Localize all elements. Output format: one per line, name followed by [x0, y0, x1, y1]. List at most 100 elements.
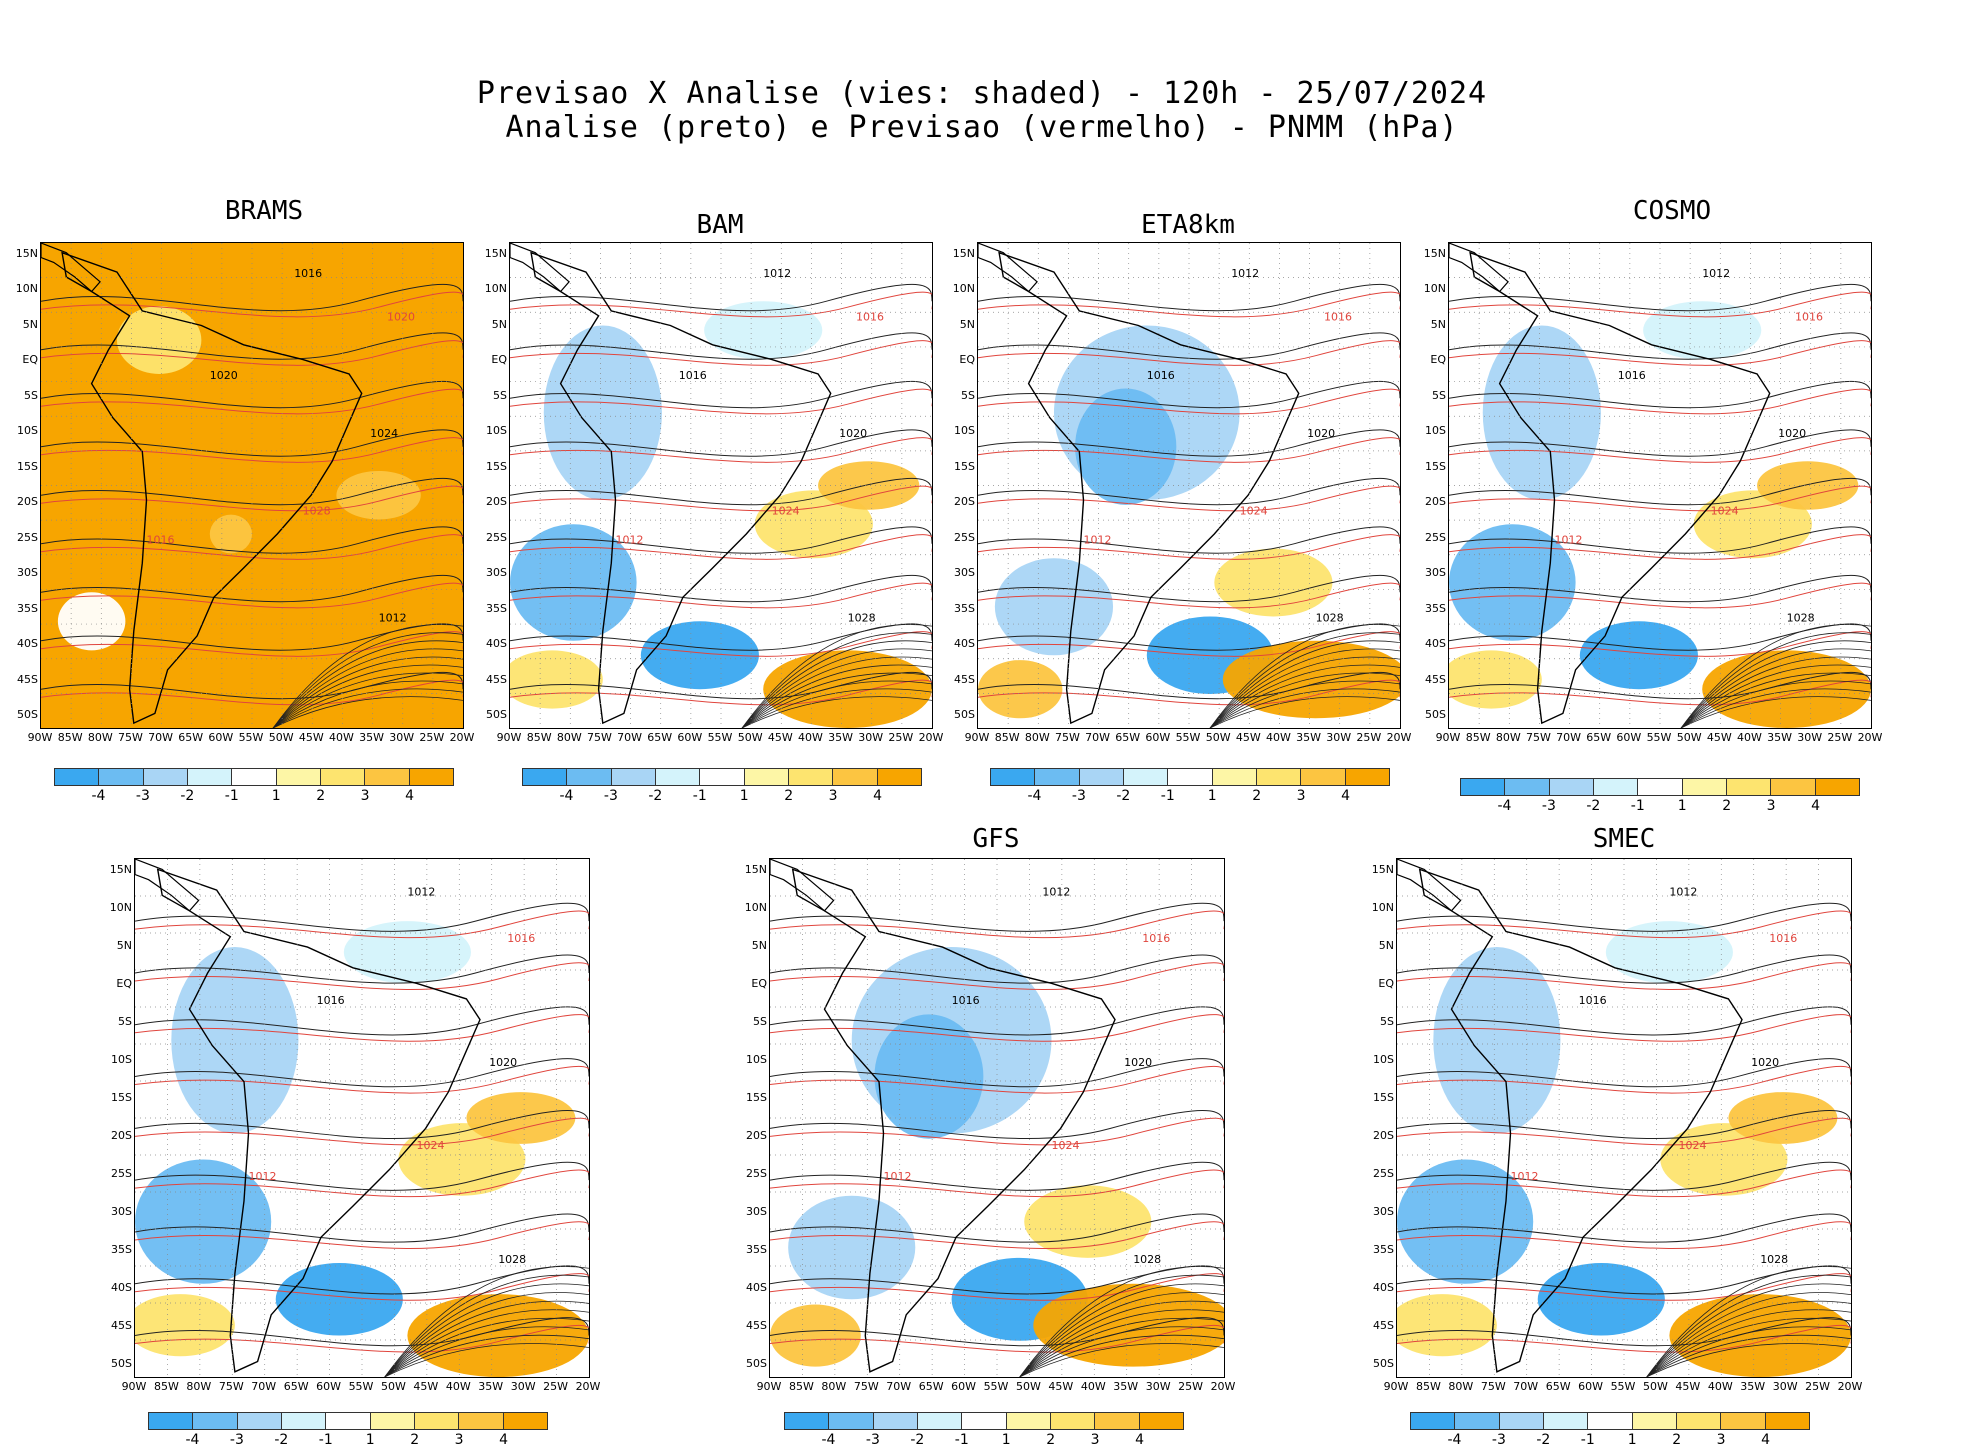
- analysis-isobar: [510, 380, 932, 409]
- lon-tick-label: 85W: [1415, 1380, 1441, 1393]
- colorbar-label: 4: [1135, 1432, 1144, 1448]
- analysis-isobar: [978, 380, 1400, 409]
- colorbar-segment: [1460, 778, 1506, 796]
- lat-tick-label: 10N: [484, 282, 507, 296]
- bias-area: [640, 621, 759, 690]
- lat-tick-label: 10S: [17, 424, 38, 438]
- lon-tick-label: 85W: [526, 731, 552, 744]
- colorbar-segment: [1035, 768, 1080, 786]
- isobar-label: 1012: [1702, 267, 1730, 280]
- colorbar-segment: [1682, 778, 1727, 796]
- forecast-isobar: [135, 1221, 589, 1249]
- forecast-isobar: [510, 631, 932, 657]
- forecast-isobar: [1397, 1169, 1851, 1198]
- colorbar-cosmo: [1460, 778, 1860, 796]
- colorbar-label: -1: [318, 1432, 333, 1448]
- analysis-isobar: [510, 477, 932, 506]
- colorbar-segment: [1256, 768, 1302, 786]
- forecast-isobar: [1449, 485, 1871, 512]
- lat-tick-label: 45S: [954, 672, 975, 686]
- lon-tick-label: 60W: [677, 731, 703, 744]
- isobar-label: 1012: [407, 885, 435, 898]
- analysis-isobar: [41, 380, 463, 409]
- map-canvas-smec: 1012 1016 1020 1024 1028 1012 1016: [1397, 859, 1851, 1377]
- isobar-label: 1016: [856, 311, 884, 324]
- analysis-isobar: [1646, 1343, 1851, 1377]
- map-panel-bam: 1012 1016 1020 1024 1028 1012 1016: [509, 242, 933, 729]
- isobar-label: 1016: [1618, 369, 1646, 382]
- lon-tick-label: 65W: [1586, 731, 1612, 744]
- analysis-isobar: [384, 1274, 589, 1377]
- lon-tick-label: 25W: [419, 731, 445, 744]
- colorbar-segment: [1815, 778, 1860, 796]
- lat-tick-label: 15S: [486, 459, 507, 473]
- colorbar-label: 3: [1296, 788, 1306, 804]
- lat-tick-label: 10S: [111, 1053, 132, 1066]
- lat-tick-label: 5N: [491, 317, 507, 331]
- lat-tick-label: 15S: [111, 1091, 132, 1104]
- colorbar-segment: [833, 768, 878, 786]
- forecast-isobar: [135, 962, 589, 990]
- lat-tick-label: 50S: [954, 708, 975, 721]
- isobar-label: 1012: [249, 1170, 277, 1183]
- lat-tick-label: EQ: [959, 353, 975, 367]
- forecast-isobar: [1397, 1014, 1851, 1042]
- colorbar-segment: [148, 1412, 194, 1430]
- colorbar-label: 1: [739, 788, 749, 804]
- analysis-isobar: [1449, 380, 1871, 409]
- lon-tick-label: 30W: [510, 1380, 536, 1393]
- colorbar-segment: [700, 768, 745, 786]
- bias-area: [510, 650, 603, 709]
- figure-title-line2: Analise (preto) e Previsao (vermelho) - …: [505, 110, 1459, 145]
- analysis-isobar: [1019, 1309, 1224, 1377]
- forecast-isobar: [1397, 1117, 1851, 1146]
- forecast-isobar: [770, 1221, 1224, 1249]
- map-panel-cosmo: 1012 1016 1020 1024 1028 1012 1016: [1448, 242, 1872, 729]
- isobar-label: 1028: [1133, 1253, 1161, 1266]
- colorbar-segment: [237, 1412, 282, 1430]
- colorbar-label: 4: [1341, 788, 1350, 804]
- lat-tick-label: 10S: [486, 424, 507, 438]
- lat-tick-label: 25S: [111, 1167, 132, 1180]
- colorbar-label: -2: [1116, 788, 1131, 804]
- colorbar-segment: [1726, 778, 1772, 796]
- analysis-isobar: [1019, 1292, 1224, 1377]
- analysis-isobar: [1449, 283, 1871, 312]
- forecast-isobar: [770, 962, 1224, 990]
- bias-area: [994, 558, 1114, 656]
- colorbar-segment: [1301, 768, 1346, 786]
- analysis-isobar: [1397, 1058, 1851, 1088]
- panel-title-gfs: GFS: [972, 824, 1020, 854]
- map-panel-p5: 1012 1016 1020 1024 1028 1012 1016: [134, 858, 590, 1378]
- analysis-isobar: [741, 688, 932, 728]
- bias-area: [171, 947, 299, 1134]
- colorbar-segment: [829, 1412, 874, 1430]
- forecast-isobar: [770, 1014, 1224, 1042]
- analysis-isobar: [1680, 656, 1871, 728]
- forecast-isobar: [135, 1273, 589, 1301]
- lat-tick-label: 15S: [954, 459, 975, 473]
- isobar-label: 1016: [952, 994, 980, 1007]
- forecast-isobar: [510, 582, 932, 609]
- colorbar-segment: [1765, 1412, 1810, 1430]
- lon-tick-label: 90W: [496, 731, 522, 744]
- analysis-isobar: [272, 672, 463, 728]
- lon-tick-label: 20W: [1210, 1380, 1236, 1393]
- panel-title-cosmo: COSMO: [1632, 196, 1712, 226]
- colorbar-segment: [1345, 768, 1390, 786]
- lon-tick-label: 40W: [797, 731, 823, 744]
- analysis-isobar: [41, 477, 463, 506]
- bias-area: [1660, 1123, 1788, 1196]
- isobar-label: 1016: [147, 534, 175, 547]
- analysis-isobar: [1019, 1317, 1224, 1377]
- lat-tick-label: 45S: [746, 1319, 767, 1332]
- colorbar-label: -3: [603, 788, 618, 804]
- lat-tick-label: 15N: [15, 247, 38, 260]
- analysis-isobar: [510, 429, 932, 457]
- lat-tick-label: 30S: [1425, 566, 1446, 580]
- colorbar-label: 1: [1001, 1432, 1011, 1448]
- colorbar-segment: [276, 768, 321, 786]
- analysis-isobar: [510, 332, 932, 360]
- forecast-isobar: [978, 388, 1400, 415]
- forecast-isobar: [41, 388, 463, 415]
